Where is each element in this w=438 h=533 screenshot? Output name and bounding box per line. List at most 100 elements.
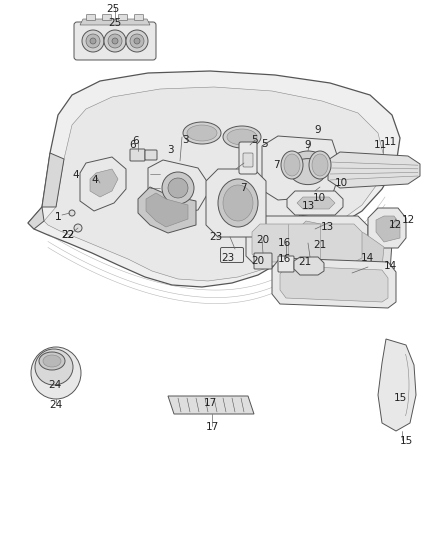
Ellipse shape (309, 151, 331, 179)
Text: 4: 4 (92, 175, 98, 185)
Polygon shape (378, 339, 416, 431)
Text: 25: 25 (106, 4, 120, 14)
Text: 15: 15 (393, 393, 406, 403)
Text: 22: 22 (61, 230, 74, 240)
Ellipse shape (39, 352, 65, 370)
Polygon shape (288, 221, 384, 279)
Text: 1: 1 (55, 212, 61, 222)
FancyBboxPatch shape (243, 153, 253, 167)
Text: 10: 10 (335, 178, 348, 188)
Text: 5: 5 (252, 135, 258, 145)
FancyBboxPatch shape (145, 150, 157, 160)
Ellipse shape (290, 151, 326, 177)
Text: 21: 21 (313, 240, 327, 250)
Text: 23: 23 (221, 253, 235, 263)
FancyBboxPatch shape (119, 14, 127, 20)
Text: 25: 25 (108, 18, 122, 28)
Circle shape (86, 34, 100, 48)
Text: 17: 17 (205, 422, 219, 432)
Text: 15: 15 (399, 436, 413, 446)
Circle shape (130, 34, 144, 48)
Text: 24: 24 (48, 380, 62, 390)
Ellipse shape (312, 154, 328, 176)
Text: 3: 3 (182, 135, 188, 145)
Polygon shape (28, 71, 400, 287)
Text: 7: 7 (273, 160, 279, 170)
Ellipse shape (223, 126, 261, 148)
Polygon shape (146, 193, 188, 227)
Circle shape (126, 30, 148, 52)
Polygon shape (168, 396, 254, 414)
Text: 12: 12 (389, 220, 402, 230)
Polygon shape (328, 152, 420, 188)
Ellipse shape (35, 349, 73, 385)
Ellipse shape (187, 125, 217, 141)
Polygon shape (246, 216, 368, 266)
Ellipse shape (223, 185, 253, 221)
Polygon shape (44, 87, 384, 281)
Text: 23: 23 (209, 232, 223, 242)
Polygon shape (287, 191, 343, 215)
Circle shape (104, 30, 126, 52)
Polygon shape (368, 208, 406, 248)
Polygon shape (80, 19, 150, 25)
Text: 21: 21 (298, 257, 311, 267)
Circle shape (69, 210, 75, 216)
FancyBboxPatch shape (134, 14, 144, 20)
Text: 12: 12 (401, 215, 415, 225)
Polygon shape (297, 197, 335, 209)
Polygon shape (294, 257, 324, 275)
Polygon shape (262, 136, 338, 200)
Ellipse shape (218, 179, 258, 227)
Text: 20: 20 (256, 235, 269, 245)
Polygon shape (28, 207, 44, 229)
Circle shape (162, 172, 194, 204)
Text: 6: 6 (130, 140, 136, 150)
Polygon shape (272, 258, 396, 308)
Text: 9: 9 (314, 125, 321, 135)
Ellipse shape (43, 355, 61, 367)
Text: 14: 14 (360, 253, 374, 263)
Polygon shape (206, 169, 266, 237)
Ellipse shape (31, 347, 81, 399)
Text: 22: 22 (61, 230, 74, 240)
Text: 16: 16 (277, 238, 291, 248)
Text: 7: 7 (240, 183, 246, 193)
FancyBboxPatch shape (102, 14, 112, 20)
Text: 10: 10 (312, 193, 325, 203)
Polygon shape (280, 215, 392, 285)
Polygon shape (42, 153, 64, 207)
FancyBboxPatch shape (74, 22, 156, 60)
FancyBboxPatch shape (86, 14, 95, 20)
Text: 11: 11 (383, 137, 397, 147)
Text: 13: 13 (320, 222, 334, 232)
Polygon shape (138, 187, 196, 233)
Text: 16: 16 (277, 254, 291, 264)
FancyBboxPatch shape (254, 253, 272, 269)
Text: 1: 1 (55, 212, 61, 222)
FancyBboxPatch shape (278, 256, 294, 272)
Polygon shape (148, 160, 208, 216)
FancyBboxPatch shape (239, 142, 257, 174)
Circle shape (112, 38, 118, 44)
Circle shape (74, 224, 82, 232)
Polygon shape (80, 157, 126, 211)
Text: 14: 14 (383, 261, 397, 271)
Circle shape (108, 34, 122, 48)
Text: 17: 17 (203, 398, 217, 408)
FancyBboxPatch shape (220, 247, 244, 262)
Text: 13: 13 (301, 201, 314, 211)
Text: 4: 4 (73, 170, 79, 180)
FancyBboxPatch shape (130, 149, 145, 161)
Ellipse shape (284, 154, 300, 176)
Ellipse shape (227, 129, 257, 145)
Text: 5: 5 (261, 139, 267, 149)
Ellipse shape (281, 151, 303, 179)
Polygon shape (252, 224, 362, 262)
Text: 9: 9 (305, 140, 311, 150)
Ellipse shape (183, 122, 221, 144)
Text: 11: 11 (373, 140, 387, 150)
Polygon shape (376, 216, 400, 242)
Text: 24: 24 (49, 400, 63, 410)
Ellipse shape (290, 159, 326, 184)
